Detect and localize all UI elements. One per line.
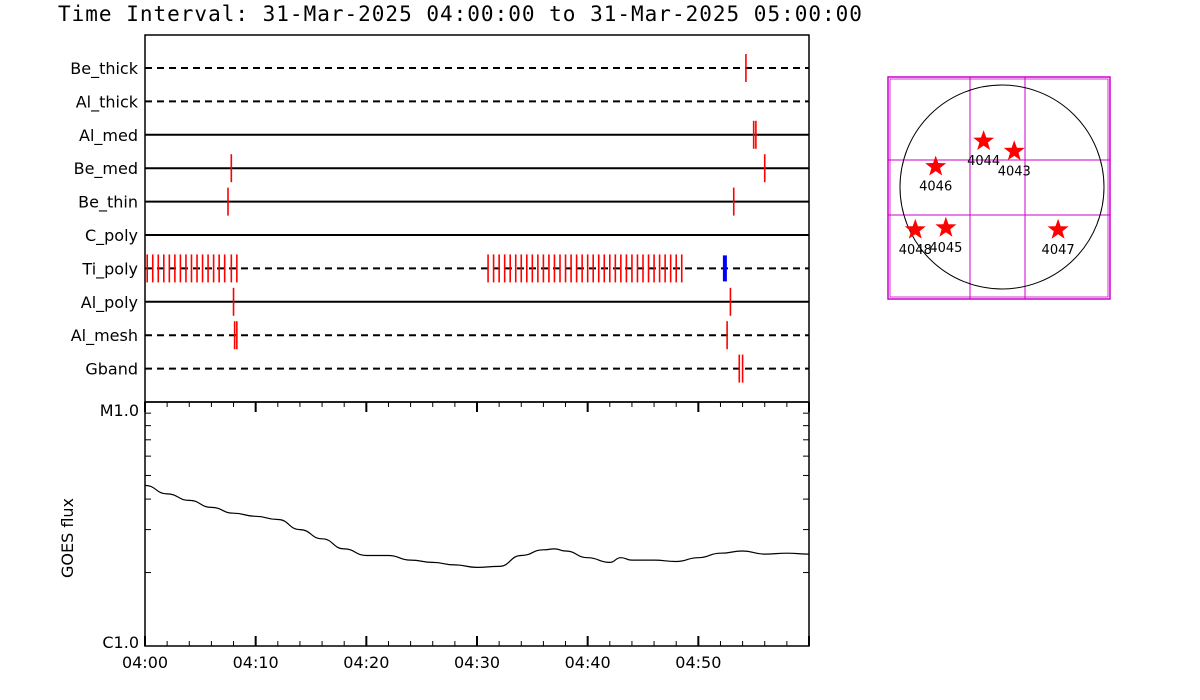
y-axis-label: GOES flux	[58, 498, 77, 578]
active-region-star	[1047, 218, 1069, 239]
active-region-star	[1003, 140, 1025, 161]
row-label: Al_med	[79, 126, 138, 146]
active-region-star	[904, 218, 926, 239]
x-tick-label: 04:20	[343, 653, 389, 672]
active-region-label: 4046	[919, 180, 952, 195]
row-label: Al_thick	[76, 92, 139, 112]
map-frame-inner	[889, 78, 1109, 298]
filter-timeline-panel: Be_thick Al_thick Al_med Be_med Be_thin C_pol…	[70, 34, 810, 403]
x-tick-label: 04:50	[675, 653, 721, 672]
row-label: Be_thick	[70, 59, 138, 79]
x-tick-label: 04:40	[565, 653, 611, 672]
row-label: C_poly	[85, 226, 138, 246]
y-tick-label: C1.0	[102, 633, 139, 652]
solar-disk	[899, 84, 1105, 290]
active-region-star	[973, 130, 995, 150]
row-label: Be_thin	[78, 193, 138, 213]
time-interval-title: Time Interval: 31-Mar-2025 04:00:00 to 3…	[58, 2, 863, 26]
row-label: Al_mesh	[71, 326, 138, 346]
x-tick-label: 04:30	[454, 653, 500, 672]
goes-frame	[144, 401, 810, 647]
timeline-frame	[144, 34, 810, 403]
active-region-label: 4047	[1042, 243, 1075, 258]
goes-flux-panel: 04:00 04:10 04:20 04:30 04:40 04:50 M1.0 C1.0 GO…	[58, 401, 810, 672]
row-label: Gband	[85, 360, 138, 379]
goes-flux-line	[144, 484, 810, 569]
x-tick-label: 04:00	[122, 653, 168, 672]
map-frame	[887, 76, 1111, 300]
row-label: Ti_poly	[81, 259, 138, 279]
active-region-label: 4043	[998, 164, 1031, 179]
row-label: Be_med	[74, 159, 138, 179]
active-region-star	[925, 155, 947, 176]
active-region-label: 4045	[929, 241, 962, 256]
active-region-label: 4044	[967, 154, 1000, 169]
active-region-label: 4048	[899, 243, 932, 258]
y-tick-label: M1.0	[100, 401, 139, 420]
x-tick-label: 04:10	[233, 653, 279, 672]
row-label: Al_poly	[81, 293, 138, 313]
active-region-star	[935, 216, 957, 237]
